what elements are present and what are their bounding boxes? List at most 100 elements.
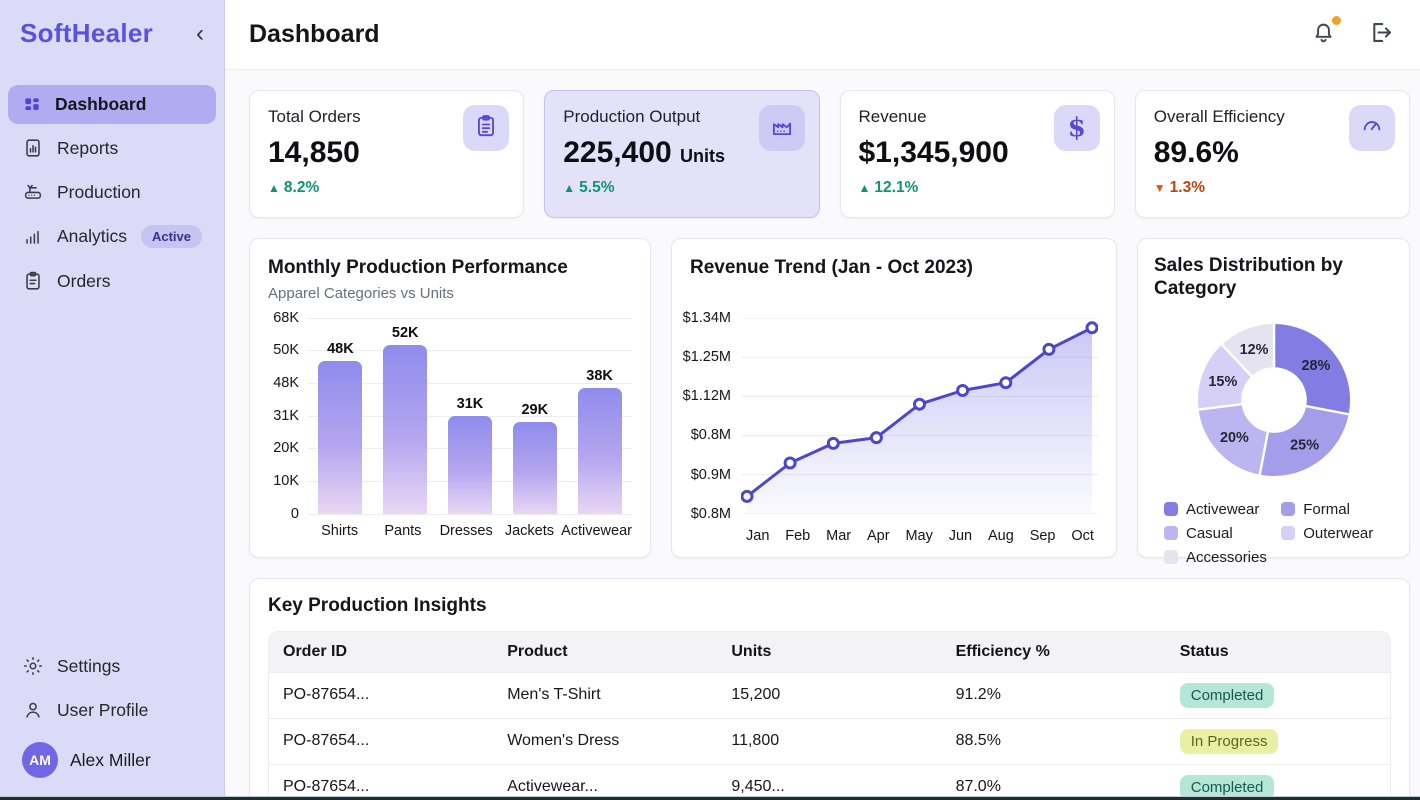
column-header-units: Units [717, 631, 942, 673]
bar-x-tick: Activewear [561, 522, 632, 539]
legend-label: Activewear [1186, 500, 1260, 518]
gridline [308, 383, 632, 385]
clipboard-icon [473, 113, 499, 144]
gear-icon [22, 655, 44, 677]
sidebar-item-label: User Profile [57, 699, 149, 720]
kpi-value: $1,345,900 [858, 136, 1009, 169]
main-area: Dashboard Total Orders 14,850 ▲ 8.2% Prod… [225, 0, 1420, 800]
sidebar-logo-row: SoftHealer ‹ [0, 0, 224, 59]
kpi-delta: ▲ 8.2% [268, 179, 320, 196]
bar-dresses [447, 415, 492, 514]
table-header-row: Order ID Product Units Efficiency % Status [269, 631, 1390, 673]
production-machine-icon [22, 181, 44, 203]
legend-item-activewear: Activewear [1164, 501, 1279, 518]
notification-dot [1332, 15, 1341, 25]
legend-swatch [1281, 502, 1296, 517]
user-account-row[interactable]: AM Alex Miller [8, 736, 216, 784]
donut-chart-title: Sales Distribution by Category [1154, 255, 1343, 299]
top-header: Dashboard [225, 0, 1420, 70]
down-arrow-icon: ▼ [1153, 181, 1166, 195]
sidebar-item-reports[interactable]: Reports [8, 128, 216, 168]
line-y-tick: $0.8M [690, 427, 731, 444]
line-y-tick: $0.9M [690, 466, 731, 483]
sidebar-item-orders[interactable]: Orders [8, 261, 216, 301]
sidebar-footer: Settings User Profile AM Alex Miller [0, 642, 224, 800]
legend-swatch [1164, 526, 1178, 541]
donut-slice-casual [1195, 402, 1269, 477]
sidebar-item-label: Production [57, 181, 141, 202]
bar-y-tick: 31K [273, 407, 299, 424]
bar-chart-title: Monthly Production Performance [268, 257, 568, 278]
line-chart-plot [740, 317, 1099, 519]
bell-icon [1310, 19, 1337, 51]
sidebar-item-production[interactable]: Production [8, 172, 216, 212]
logout-button[interactable] [1367, 19, 1394, 51]
kpi-row: Total Orders 14,850 ▲ 8.2% Production Out… [249, 90, 1410, 218]
kpi-unit: Units [680, 146, 726, 166]
sidebar-item-label: Orders [57, 270, 111, 291]
bar-value-label: 29K [521, 401, 549, 418]
bar-value-label: 52K [391, 325, 419, 342]
sidebar-item-user-profile[interactable]: User Profile [8, 690, 216, 730]
bar-chart-plot: 48K 52K 31K 29K 38K [308, 317, 632, 515]
bar-chart: 0 10K 20K 31K 48K 50K 68K 48K 52K 31K 29K 38K [268, 310, 632, 522]
order-id-cell: PO-87654... [269, 717, 494, 765]
legend-item-outerwear: Outerwear [1281, 525, 1391, 542]
kpi-delta: ▲ 12.1% [858, 179, 919, 196]
donut-chart: 28% 25% 20% 15% 12% [1154, 307, 1393, 493]
efficiency-cell: 88.5% [941, 717, 1166, 765]
efficiency-cell: 91.2% [941, 671, 1166, 719]
insights-table-title: Key Production Insights [268, 595, 487, 616]
product-cell: Women's Dress [493, 717, 718, 765]
order-id-cell: PO-87654... [269, 671, 494, 719]
sidebar-item-settings[interactable]: Settings [8, 646, 216, 686]
sidebar-item-label: Reports [57, 137, 119, 158]
bar-chart-y-axis: 0 10K 20K 31K 48K 50K 68K [268, 310, 308, 522]
efficiency-cell: 87.0% [941, 763, 1166, 800]
bar-x-tick: Jackets [504, 522, 555, 539]
gridline [308, 513, 632, 515]
data-point [826, 436, 840, 450]
gridline [308, 317, 632, 319]
donut-slice-label: 25% [1290, 437, 1319, 453]
bar-value-label: 31K [456, 395, 484, 412]
units-cell: 9,450... [717, 763, 942, 800]
notifications-button[interactable] [1310, 15, 1341, 51]
line-x-tick: Mar [826, 527, 852, 544]
sidebar-item-analytics[interactable]: Analytics Active [8, 216, 216, 257]
analytics-bars-icon [22, 226, 44, 248]
bar-y-tick: 20K [273, 440, 299, 457]
units-cell: 11,800 [717, 717, 942, 765]
sidebar: SoftHealer ‹ Dashboard Reports Productio… [0, 0, 225, 800]
line-x-tick: Feb [785, 527, 811, 544]
data-point [913, 397, 926, 411]
legend-label: Casual [1186, 524, 1233, 542]
data-point [783, 456, 797, 470]
factory-icon [769, 113, 795, 144]
sidebar-item-dashboard[interactable]: Dashboard [8, 85, 216, 124]
line-y-tick: $1.25M [682, 348, 731, 365]
kpi-card-revenue: Revenue $1,345,900 ▲ 12.1% $ [839, 90, 1115, 218]
page-title: Dashboard [249, 20, 380, 48]
table-row: PO-87654... Women's Dress 11,800 88.5% I… [269, 717, 1390, 765]
bar-column-jackets: 29K [512, 318, 557, 514]
up-arrow-icon: ▲ [563, 181, 576, 195]
sidebar-collapse-button[interactable]: ‹ [196, 19, 204, 47]
legend-item-accessories: Accessories [1164, 549, 1279, 566]
kpi-value: 89.6% [1153, 136, 1239, 169]
app-logo: SoftHealer [20, 18, 154, 48]
data-point [740, 489, 754, 503]
status-cell: In Progress [1165, 717, 1390, 765]
line-x-tick: May [905, 527, 933, 544]
kpi-value: 225,400 Units [563, 136, 726, 169]
table-row: PO-87654... Activewear... 9,450... 87.0%… [269, 763, 1390, 800]
up-arrow-icon: ▲ [858, 181, 871, 195]
bar-value-label: 48K [327, 340, 354, 357]
kpi-delta: ▲ 5.5% [563, 179, 615, 196]
legend-label: Formal [1303, 500, 1350, 518]
active-badge: Active [140, 225, 202, 248]
insights-table-card: Key Production Insights Order ID Product U… [249, 578, 1410, 800]
legend-item-casual: Casual [1164, 525, 1279, 542]
data-point [1085, 321, 1099, 335]
up-arrow-icon: ▲ [268, 181, 280, 195]
